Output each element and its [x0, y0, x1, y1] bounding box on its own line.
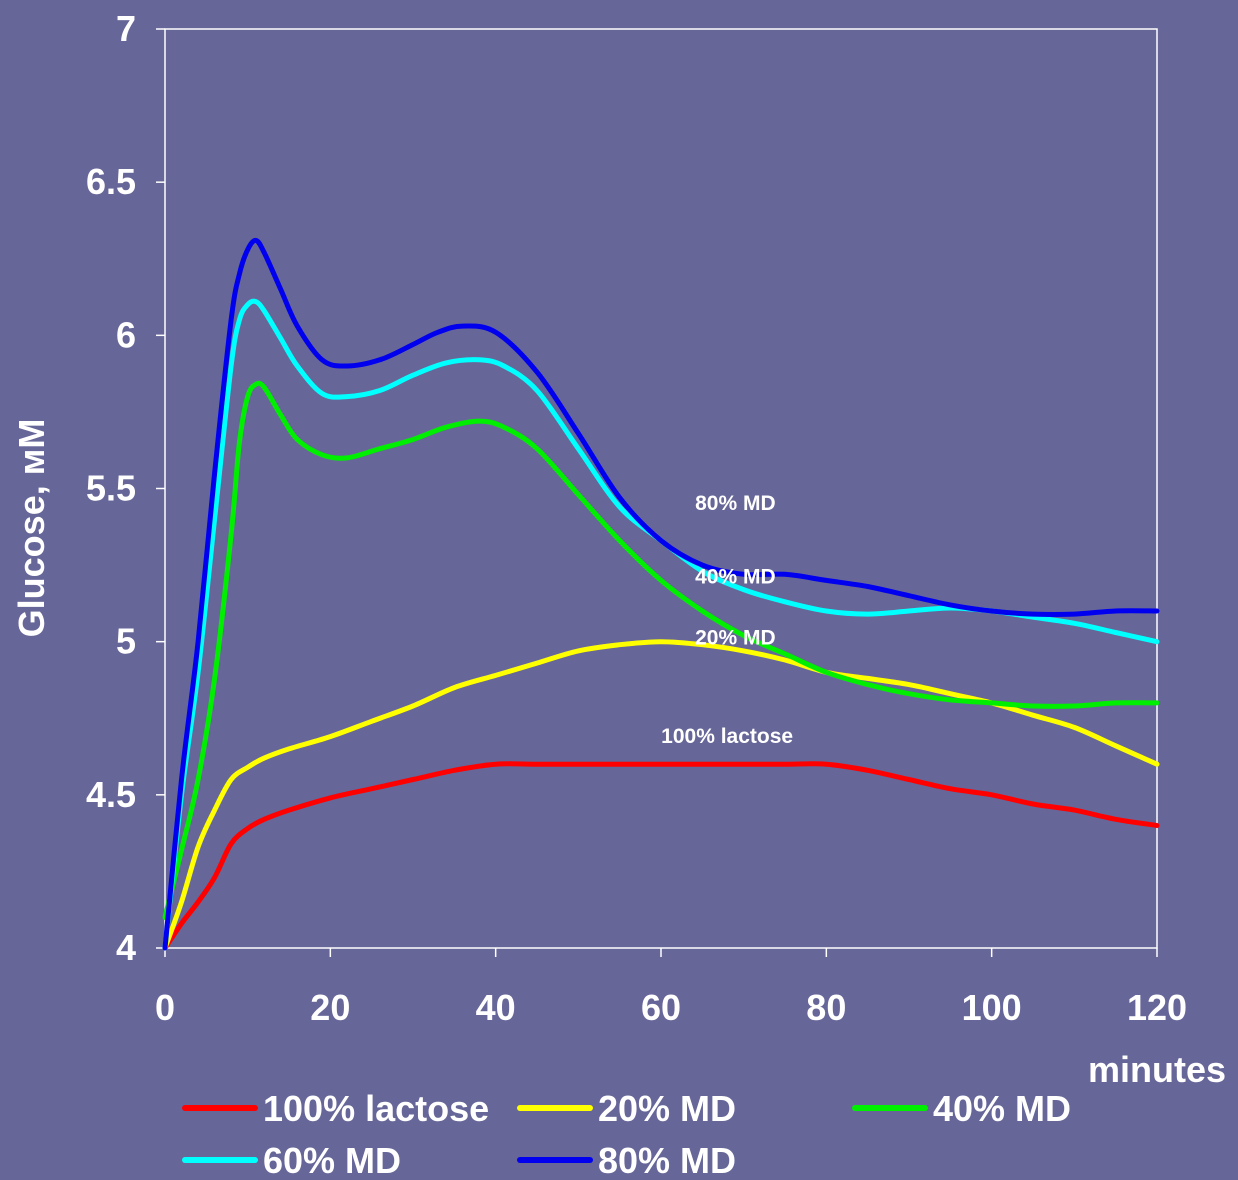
x-tick-label: 40 [476, 987, 516, 1028]
y-tick-label: 7 [116, 8, 136, 49]
y-tick-label: 6 [116, 314, 136, 355]
series-line-3 [162, 298, 1160, 951]
y-tick-label: 4 [116, 927, 136, 968]
series-line-2 [162, 380, 1160, 920]
series-annotation: 40% MD [695, 565, 776, 588]
legend-label: 20% MD [598, 1088, 736, 1129]
series-line-4 [162, 237, 1160, 951]
y-tick-label: 5.5 [86, 468, 136, 509]
series-line-0 [162, 761, 1160, 951]
y-tick-label: 5 [116, 621, 136, 662]
legend-label: 40% MD [933, 1088, 1071, 1129]
plot-area-frame [164, 28, 1158, 949]
x-tick-label: 60 [641, 987, 681, 1028]
x-tick-label: 20 [310, 987, 350, 1028]
x-tick-label: 80 [806, 987, 846, 1028]
axes: 0 20 40 60 80 100 120 4 4.5 5 5.5 6 6.5 7 [86, 8, 1187, 1028]
series-annotation: 100% lactose [661, 725, 793, 748]
series-line-1 [162, 639, 1160, 951]
y-tick-label: 6.5 [86, 161, 136, 202]
x-tick-label: 120 [1127, 987, 1187, 1028]
legend-label: 60% MD [263, 1140, 401, 1180]
series-annotation: 20% MD [695, 627, 776, 650]
legend: 100% lactose 20% MD 40% MD 60% MD 80% MD [182, 1088, 1071, 1180]
x-tick-label: 100 [962, 987, 1022, 1028]
x-axis-title: minutes [1088, 1049, 1226, 1090]
annotation-layer: 80% MD 40% MD 20% MD 100% lactose [661, 492, 793, 748]
y-tick-label: 4.5 [86, 774, 136, 815]
series-layer [162, 237, 1160, 951]
series-annotation: 80% MD [695, 492, 776, 515]
legend-label: 100% lactose [263, 1088, 489, 1129]
x-tick-label: 0 [155, 987, 175, 1028]
y-axis-title: Glucose, мМ [11, 419, 52, 638]
legend-label: 80% MD [598, 1140, 736, 1180]
